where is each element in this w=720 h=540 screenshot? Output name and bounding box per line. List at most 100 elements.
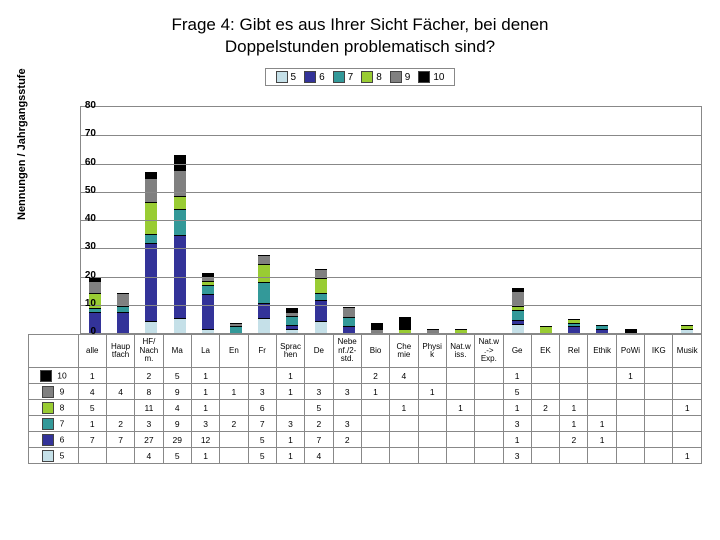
table-cell — [446, 368, 474, 384]
table-cell: 3 — [305, 384, 333, 400]
table-cell — [220, 432, 248, 448]
table-cell — [673, 432, 702, 448]
table-cell: 1 — [78, 416, 106, 432]
table-cell: 1 — [78, 368, 106, 384]
column-header: Musik — [673, 335, 702, 368]
bar-column — [371, 323, 383, 333]
table-row-8: 85114165111211 — [29, 400, 702, 416]
bar-column — [230, 323, 242, 333]
table-cell — [475, 400, 503, 416]
row-swatch-5 — [42, 450, 54, 462]
table-cell — [106, 448, 134, 464]
table-cell: 5 — [248, 448, 276, 464]
table-cell: 1 — [191, 368, 219, 384]
column-header: Bio — [361, 335, 389, 368]
table-cell: 4 — [135, 448, 163, 464]
bar-column — [512, 288, 524, 334]
column-header: En — [220, 335, 248, 368]
table-cell: 1 — [503, 400, 531, 416]
row-swatch-10 — [40, 370, 52, 382]
legend-item-5: 5 — [276, 71, 297, 83]
column-header: Rel — [560, 335, 588, 368]
table-cell: 1 — [503, 368, 531, 384]
title-line-2: Doppelstunden problematisch sind? — [225, 37, 495, 56]
bar-column — [145, 172, 157, 333]
bar-segment-9 — [258, 255, 270, 264]
table-cell: 3 — [503, 448, 531, 464]
bar-segment-7 — [145, 234, 157, 243]
table-cell — [418, 448, 446, 464]
table-cell — [418, 416, 446, 432]
row-swatch-8 — [42, 402, 54, 414]
table-cell: 8 — [135, 384, 163, 400]
table-cell — [276, 400, 304, 416]
table-cell — [418, 368, 446, 384]
column-header: Nat.w.->Exp. — [475, 335, 503, 368]
table-cell — [588, 400, 616, 416]
bar-segment-9 — [117, 293, 129, 305]
bar-segment-10 — [371, 323, 383, 330]
legend-label-8: 8 — [376, 72, 382, 83]
gridline — [81, 164, 701, 165]
bar-segment-9 — [371, 329, 383, 333]
bar-segment-9 — [343, 307, 355, 316]
bar-segment-5 — [315, 321, 327, 333]
table-cell — [390, 384, 418, 400]
table-cell: 3 — [333, 416, 361, 432]
table-cell: 2 — [220, 416, 248, 432]
column-header: Hauptfach — [106, 335, 134, 368]
legend-label-5: 5 — [291, 72, 297, 83]
bar-column — [427, 329, 439, 333]
bar-segment-8 — [145, 202, 157, 234]
table-cell: 9 — [163, 416, 191, 432]
table-cell — [418, 400, 446, 416]
table-cell: 2 — [361, 368, 389, 384]
column-header: De — [305, 335, 333, 368]
gridline — [81, 277, 701, 278]
table-cell: 3 — [503, 416, 531, 432]
column-header: Nebenf./2-std. — [333, 335, 361, 368]
column-header: IKG — [645, 335, 673, 368]
gridline — [81, 305, 701, 306]
bar-segment-10 — [399, 317, 411, 329]
table-cell: 1 — [191, 448, 219, 464]
table-cell — [531, 448, 559, 464]
table-cell — [616, 384, 644, 400]
table-cell — [645, 448, 673, 464]
y-tick-label: 50 — [66, 185, 96, 196]
column-header: Ma — [163, 335, 191, 368]
table-cell — [531, 432, 559, 448]
table-cell — [560, 448, 588, 464]
table-cell — [446, 384, 474, 400]
legend-label-7: 7 — [348, 72, 354, 83]
table-cell — [390, 448, 418, 464]
legend-label-6: 6 — [319, 72, 325, 83]
table-cell — [248, 368, 276, 384]
table-cell: 11 — [135, 400, 163, 416]
bar-segment-9 — [145, 178, 157, 202]
table-cell — [531, 368, 559, 384]
table-cell — [531, 416, 559, 432]
table-cell: 7 — [248, 416, 276, 432]
bar-segment-7 — [315, 293, 327, 300]
table-cell — [220, 400, 248, 416]
table-cell — [446, 432, 474, 448]
bar-segment-6 — [568, 326, 580, 333]
bar-segment-8 — [174, 196, 186, 208]
bar-segment-7 — [117, 306, 129, 313]
row-header-10: 10 — [29, 368, 79, 384]
legend-item-8: 8 — [361, 71, 382, 83]
column-header: Chemie — [390, 335, 418, 368]
table-cell — [361, 416, 389, 432]
table-cell: 3 — [333, 384, 361, 400]
table-cell — [588, 368, 616, 384]
bar-segment-5 — [258, 318, 270, 333]
gridline — [81, 248, 701, 249]
bar-segment-8 — [315, 278, 327, 293]
bar-segment-10 — [625, 329, 637, 333]
table-cell: 3 — [191, 416, 219, 432]
table-cell — [305, 368, 333, 384]
table-cell — [333, 448, 361, 464]
table-header-row: alleHauptfachHF/Nachm.MaLaEnFrSprachenDe… — [29, 335, 702, 368]
bar-segment-6 — [202, 294, 214, 329]
